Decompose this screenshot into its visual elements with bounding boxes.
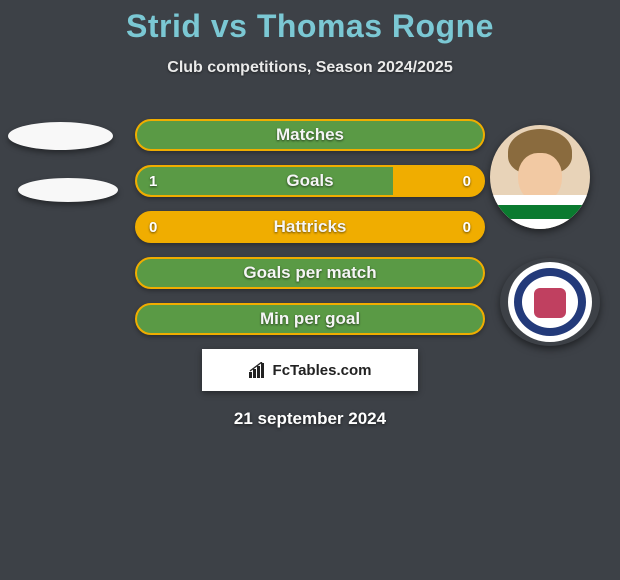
watermark-badge: FcTables.com: [202, 349, 418, 391]
stat-label: Goals per match: [243, 263, 376, 283]
stat-row-goals: 1 Goals 0: [0, 165, 620, 197]
stat-label: Goals: [286, 171, 333, 191]
snapshot-date: 21 september 2024: [0, 409, 620, 429]
page-subtitle: Club competitions, Season 2024/2025: [0, 59, 620, 77]
stat-value-left: 0: [149, 219, 157, 236]
stat-label: Min per goal: [260, 309, 360, 329]
stats-container: Matches 1 Goals 0 0 Hattricks 0 Goals pe…: [0, 119, 620, 335]
stat-row-hattricks: 0 Hattricks 0: [0, 211, 620, 243]
stat-value-right: 0: [463, 219, 471, 236]
stat-row-mpg: Min per goal: [0, 303, 620, 335]
stat-label: Hattricks: [274, 217, 347, 237]
stat-bar: Min per goal: [135, 303, 485, 335]
stat-bar: 1 Goals 0: [135, 165, 485, 197]
chart-icon: [249, 362, 267, 378]
stat-label: Matches: [276, 125, 344, 145]
watermark-text: FcTables.com: [273, 362, 372, 379]
stat-row-gpm: Goals per match: [0, 257, 620, 289]
stat-value-left: 1: [149, 173, 157, 190]
stat-bar: Goals per match: [135, 257, 485, 289]
stat-bar: 0 Hattricks 0: [135, 211, 485, 243]
stat-value-right: 0: [463, 173, 471, 190]
stat-bar: Matches: [135, 119, 485, 151]
stat-row-matches: Matches: [0, 119, 620, 151]
page-title: Strid vs Thomas Rogne: [0, 0, 620, 45]
